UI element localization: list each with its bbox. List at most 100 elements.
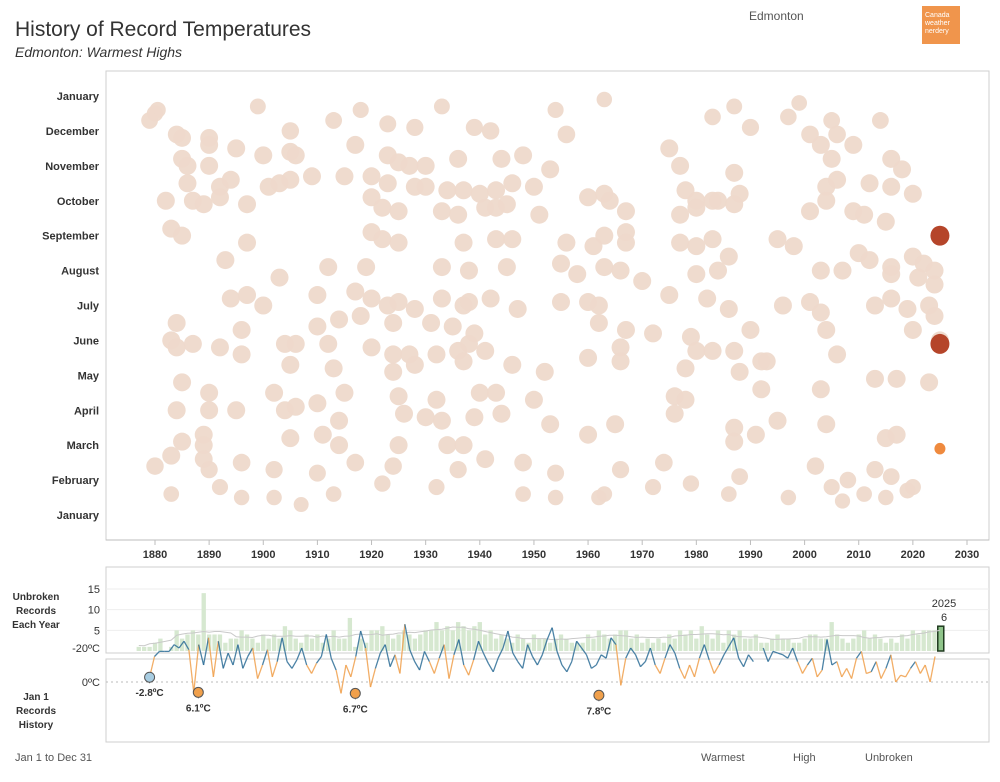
record-dot — [725, 195, 744, 214]
bar — [585, 634, 591, 651]
jan1-line-segment — [193, 644, 200, 693]
bar — [634, 634, 639, 651]
jan1-line-segment — [443, 644, 450, 679]
jan1-line-segment — [860, 651, 867, 674]
record-dot — [600, 191, 619, 210]
jan1-line-segment — [866, 671, 872, 675]
record-dot — [579, 425, 598, 444]
record-dot — [676, 390, 695, 409]
bar — [499, 634, 504, 651]
month-tick-label: December — [46, 126, 100, 138]
bar — [710, 638, 715, 651]
month-tick-label: March — [67, 440, 100, 452]
record-dot — [730, 362, 749, 381]
bar — [899, 634, 905, 651]
jan1-line-segment — [237, 644, 244, 669]
annotation-label: -2.8ºC — [136, 688, 164, 699]
record-dot — [194, 195, 213, 214]
jan1-line-segment — [772, 650, 779, 654]
bar — [380, 626, 385, 651]
year-tick-label: 1890 — [197, 549, 221, 561]
record-dot — [459, 293, 478, 312]
bar — [288, 630, 293, 651]
record-dot — [865, 296, 884, 315]
bar — [818, 638, 824, 651]
jan1-line-segment — [345, 664, 352, 678]
record-dot — [871, 112, 889, 129]
line-ylabel-line: Jan 1 — [23, 692, 49, 703]
record-dot — [167, 401, 186, 420]
jan1-line-segment — [247, 647, 254, 657]
record-dot — [200, 383, 219, 402]
jan1-line-segment — [198, 644, 205, 666]
bar — [331, 630, 336, 651]
record-dot — [644, 479, 662, 496]
month-tick-label: August — [61, 266, 99, 278]
jan1-line-segment — [492, 657, 499, 673]
legend-unbroken[interactable]: Unbroken — [865, 752, 913, 764]
record-dot — [920, 373, 939, 392]
bar — [916, 634, 921, 651]
record-dot — [346, 135, 365, 154]
legend-warmest[interactable]: Warmest — [701, 752, 745, 764]
bar — [472, 626, 477, 651]
annotation-label: 6.7ºC — [343, 704, 368, 715]
bar — [488, 630, 493, 651]
jan1-line-segment — [693, 658, 701, 678]
record-dot — [389, 387, 408, 406]
jan1-line-segment — [855, 651, 862, 659]
record-dot — [752, 380, 771, 399]
record-dot — [362, 338, 381, 357]
bar — [780, 638, 786, 651]
bar — [591, 638, 596, 651]
bars-trend-line — [138, 626, 941, 647]
jan1-line-segment — [531, 656, 538, 666]
record-dot — [481, 122, 500, 140]
record-dot — [324, 359, 343, 378]
bar — [504, 638, 510, 651]
jan1-line-segment — [654, 664, 661, 674]
bar-highlight-year-label: 2025 — [932, 598, 956, 610]
jan1-line-segment — [212, 641, 219, 677]
record-dot — [416, 408, 435, 427]
bar — [721, 642, 726, 651]
year-tick-label: 2000 — [792, 549, 816, 561]
record-dot — [768, 230, 787, 249]
record-dot — [141, 112, 158, 129]
year-tick-label: 1920 — [359, 549, 383, 561]
jan1-line-segment — [880, 668, 887, 679]
jan1-line-segment — [414, 661, 421, 671]
record-dot — [752, 352, 771, 371]
record-dot — [335, 167, 354, 186]
record-dot — [823, 112, 841, 129]
record-dot — [416, 177, 435, 196]
jan1-line-segment — [384, 644, 391, 667]
city-selector[interactable]: Edmonton — [749, 9, 804, 23]
jan1-line-segment — [438, 644, 445, 659]
record-dot — [330, 310, 349, 329]
jan1-line-segment — [909, 661, 916, 669]
record-dot — [833, 261, 852, 280]
legend-high[interactable]: High — [793, 752, 816, 764]
chart-subtitle: Edmonton: Warmest Highs — [15, 44, 183, 60]
jan1-line-segment — [811, 658, 818, 678]
record-dot — [481, 289, 500, 308]
record-dot — [741, 320, 760, 339]
record-dot — [389, 436, 408, 455]
bar — [732, 634, 737, 651]
bar — [228, 638, 233, 651]
record-dot — [719, 299, 738, 318]
record-dot — [427, 390, 446, 409]
record-dot — [719, 247, 738, 266]
jan1-line-segment — [742, 654, 750, 667]
record-dot — [194, 436, 213, 455]
bar — [142, 646, 147, 651]
bar-highlight-value-label: 6 — [941, 612, 947, 624]
year-tick-label: 2020 — [901, 549, 925, 561]
record-dot — [384, 362, 403, 381]
record-dot — [487, 383, 506, 402]
jan1-line-segment — [821, 639, 828, 671]
bar — [845, 642, 851, 651]
record-dot — [216, 251, 235, 270]
record-dot — [682, 475, 700, 492]
